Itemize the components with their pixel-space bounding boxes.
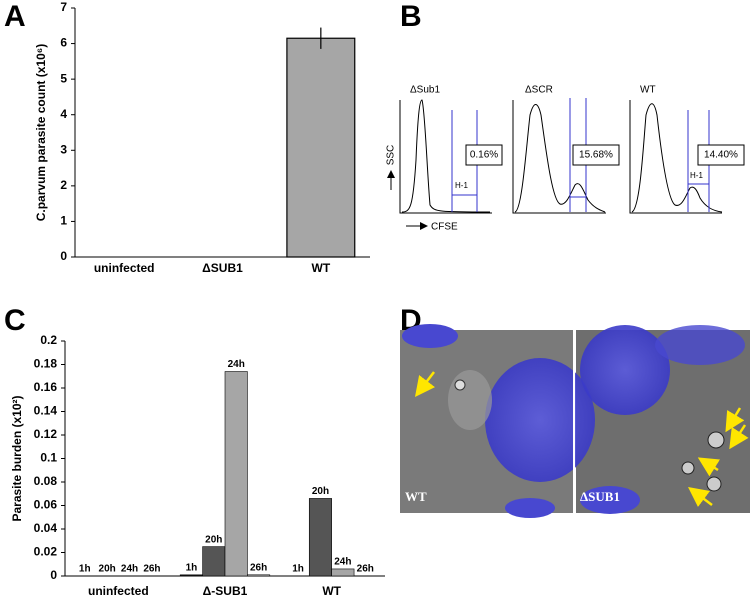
bar-label: 26h — [143, 564, 160, 575]
micrograph-label: WT — [405, 489, 427, 504]
y-tick-label: 1 — [60, 214, 67, 228]
flow-title: ΔSub1 — [410, 85, 440, 96]
bar — [286, 37, 356, 258]
gate-label: H-1 — [690, 171, 703, 180]
y-tick-label: 5 — [60, 71, 67, 85]
gate-label: H-1 — [455, 181, 468, 190]
flow-panel: ΔSub1 ΔSCR WT H-1 H-1 0.16% 15.68% 14.40… — [386, 85, 745, 233]
histogram — [631, 103, 723, 213]
y-tick-label: 6 — [60, 36, 67, 50]
y-tick-label: 7 — [60, 0, 67, 14]
y-tick-label: 4 — [60, 107, 67, 121]
bar-label: 1h — [79, 564, 91, 575]
bar-label: 20h — [99, 564, 116, 575]
y-tick-label: 0.2 — [40, 333, 57, 347]
bar-label: 20h — [312, 486, 329, 497]
flow-x-label: CFSE — [431, 222, 458, 233]
flow-title: ΔSCR — [525, 85, 553, 96]
bar — [247, 574, 271, 577]
y-tick-label: 0.04 — [34, 521, 58, 535]
x-tick-label: uninfected — [88, 584, 149, 598]
flow-frame — [399, 100, 722, 214]
micrograph-label: ΔSUB1 — [580, 489, 620, 504]
panel-label: C — [4, 304, 26, 337]
histogram — [401, 99, 491, 213]
gate-percent: 15.68% — [579, 150, 613, 161]
panel-label: B — [400, 0, 422, 33]
flow-y-label: SSC — [386, 145, 397, 166]
y-tick-label: 0.18 — [34, 357, 58, 371]
x-tick-label: WT — [312, 261, 331, 275]
y-tick-label: 0.06 — [34, 498, 58, 512]
micrographs: WT ΔSUB1 — [400, 324, 750, 518]
bar-label: 26h — [357, 564, 374, 575]
y-axis-label: Parasite burden (x10²) — [10, 395, 24, 521]
bar-label: 20h — [205, 534, 222, 545]
bar-label: 26h — [250, 562, 267, 573]
bar — [331, 568, 355, 577]
x-tick-label: WT — [322, 584, 341, 598]
bar-label: 1h — [186, 562, 198, 573]
bar-label: 1h — [292, 564, 304, 575]
x-tick-label: uninfected — [94, 261, 155, 275]
bar — [224, 371, 248, 577]
panel-label: A — [4, 0, 26, 33]
bar-label: 24h — [334, 557, 351, 568]
bar — [179, 574, 203, 577]
y-tick-label: 3 — [60, 142, 67, 156]
bar — [308, 498, 332, 577]
y-tick-label: 0 — [60, 249, 67, 263]
histogram — [514, 104, 606, 213]
y-tick-label: 0.14 — [34, 404, 58, 418]
bar-label: 24h — [121, 564, 138, 575]
x-tick-label: ΔSUB1 — [202, 261, 243, 275]
flow-title: WT — [640, 85, 656, 96]
y-tick-label: 0.08 — [34, 474, 58, 488]
bar-label: 24h — [228, 359, 245, 370]
bar — [202, 546, 226, 577]
x-tick-label: Δ-SUB1 — [203, 584, 248, 598]
y-tick-label: 0.12 — [34, 427, 58, 441]
y-tick-label: 0 — [50, 568, 57, 582]
gate-percent: 0.16% — [470, 150, 498, 161]
gate-percent: 14.40% — [704, 150, 738, 161]
y-tick-label: 0.02 — [34, 545, 58, 559]
y-tick-label: 2 — [60, 178, 67, 192]
y-tick-label: 0.1 — [40, 451, 57, 465]
y-axis-label: C.parvum parasite count (x10⁶) — [34, 44, 48, 222]
y-tick-label: 0.16 — [34, 380, 58, 394]
